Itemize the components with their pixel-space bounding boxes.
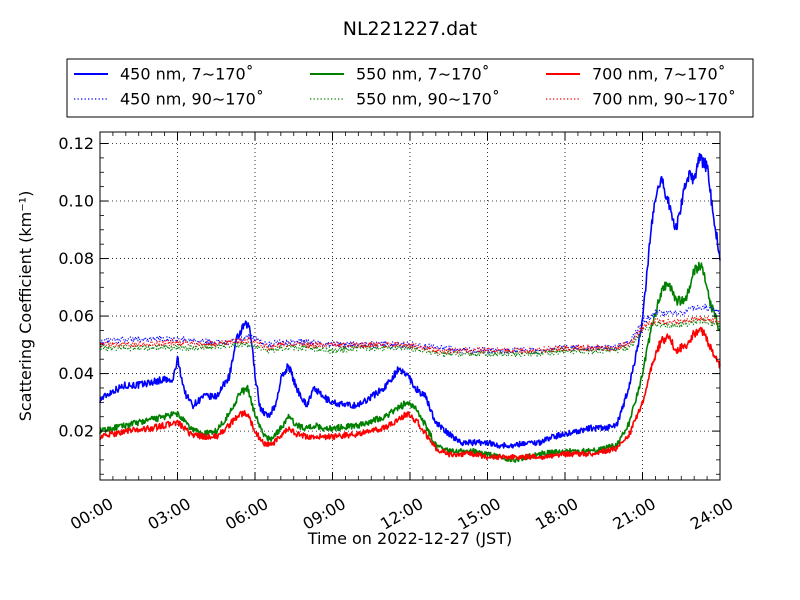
x-axis-label: Time on 2022-12-27 (JST) [307, 529, 512, 548]
series-line-2 [99, 326, 721, 461]
y-tick-label: 0.02 [58, 422, 94, 441]
x-tick-label: 15:00 [454, 494, 503, 534]
series-line-4 [99, 318, 721, 358]
x-tick-label: 00:00 [67, 494, 116, 534]
axis-ticks: 00:00 03:00 06:00 09:00 12:00 15:00 18:00 21:00… [58, 132, 736, 534]
legend: 450 nm, 7∼170˚ 550 nm, 7∼170˚ 700 nm, 7∼17… [66, 58, 754, 118]
legend-entry: 550 nm, 7∼170˚ [356, 65, 490, 84]
legend-entry: 700 nm, 7∼170˚ [592, 65, 726, 84]
y-tick-label: 0.06 [58, 307, 94, 326]
series-lines [99, 152, 721, 463]
y-tick-label: 0.10 [58, 192, 94, 211]
legend-entry: 450 nm, 7∼170˚ [120, 65, 254, 84]
grid-lines [100, 132, 720, 480]
legend-entry: 550 nm, 90∼170˚ [356, 90, 500, 109]
x-tick-label: 06:00 [222, 494, 271, 534]
y-tick-label: 0.08 [58, 249, 94, 268]
series-line-5 [99, 315, 721, 355]
x-tick-label: 03:00 [144, 494, 193, 534]
x-tick-label: 21:00 [609, 494, 658, 534]
legend-entry: 450 nm, 90∼170˚ [120, 90, 264, 109]
x-tick-label: 09:00 [299, 494, 348, 534]
y-axis-label: Scattering Coefficient (km⁻¹) [16, 191, 35, 422]
chart-title: NL221227.dat [342, 18, 478, 40]
legend-entry: 700 nm, 90∼170˚ [592, 90, 736, 109]
y-tick-label: 0.12 [58, 134, 94, 153]
legend-box [66, 58, 754, 118]
x-tick-label: 24:00 [687, 494, 736, 534]
y-tick-label: 0.04 [58, 364, 94, 383]
x-tick-label: 12:00 [377, 494, 426, 534]
x-tick-label: 18:00 [532, 494, 581, 534]
series-line-0 [99, 152, 721, 449]
